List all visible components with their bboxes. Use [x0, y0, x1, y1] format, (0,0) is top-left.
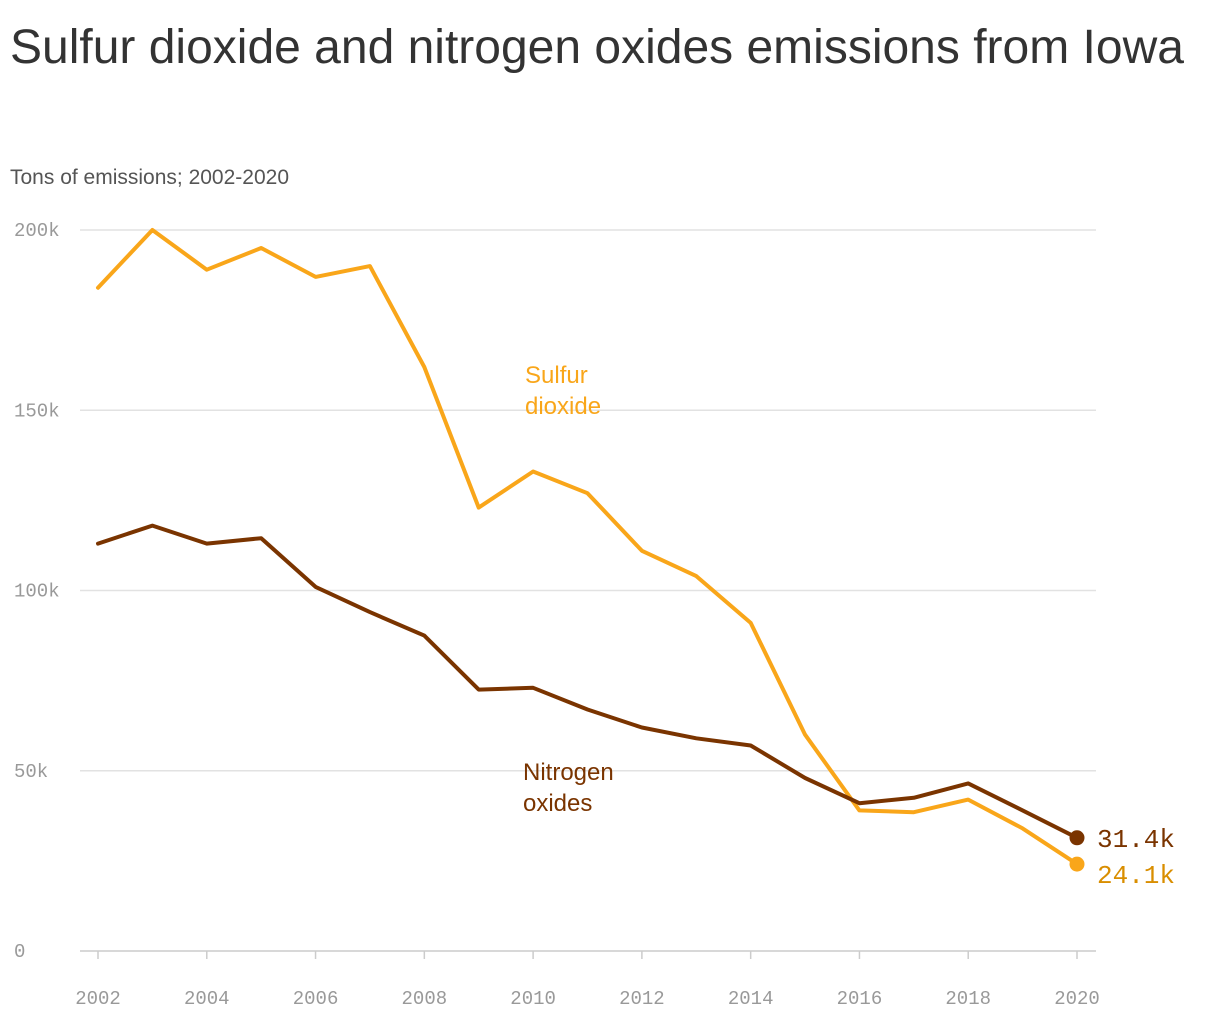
series-label: Nitrogen: [523, 759, 614, 786]
series-line-sulfur-dioxide: [96, 228, 1079, 867]
series-label: Sulfur: [525, 362, 588, 389]
x-tick-label: 2016: [837, 988, 883, 1010]
series-lines: [96, 228, 1085, 872]
x-axis: 2002 2004 2006 2008 2010 2012 2014 2016 2018 2020: [75, 951, 1100, 1010]
end-value-label: 24.1k: [1097, 861, 1175, 891]
chart-title: Sulfur dioxide and nitrogen oxides emiss…: [10, 21, 1184, 74]
x-tick-label: 2020: [1054, 988, 1100, 1010]
series-line-nitrogen-oxides: [96, 523, 1079, 840]
x-tick-label: 2002: [75, 988, 121, 1010]
x-tick-label: 2006: [293, 988, 339, 1010]
end-value-label: 31.4k: [1097, 825, 1175, 855]
x-tick-label: 2014: [728, 988, 774, 1010]
y-axis: 0 50k 100k 150k 200k: [14, 220, 60, 963]
y-tick-label: 100k: [14, 581, 60, 603]
series-label: dioxide: [525, 393, 601, 420]
chart-subtitle: Tons of emissions; 2002-2020: [10, 166, 289, 189]
x-tick-label: 2012: [619, 988, 665, 1010]
series-labels: Sulfur dioxide 24.1k Nitrogen oxides 31.4k: [523, 362, 1175, 891]
x-tick-label: 2010: [510, 988, 556, 1010]
x-tick-label: 2018: [945, 988, 991, 1010]
x-tick-label: 2004: [184, 988, 230, 1010]
y-tick-label: 200k: [14, 220, 60, 242]
end-point: [1069, 856, 1085, 872]
end-point: [1069, 830, 1085, 846]
y-tick-label: 50k: [14, 761, 48, 783]
y-tick-label: 0: [14, 941, 25, 963]
series-label: oxides: [523, 790, 592, 817]
grid-lines: [80, 229, 1096, 952]
y-tick-label: 150k: [14, 400, 60, 422]
x-tick-label: 2008: [402, 988, 448, 1010]
